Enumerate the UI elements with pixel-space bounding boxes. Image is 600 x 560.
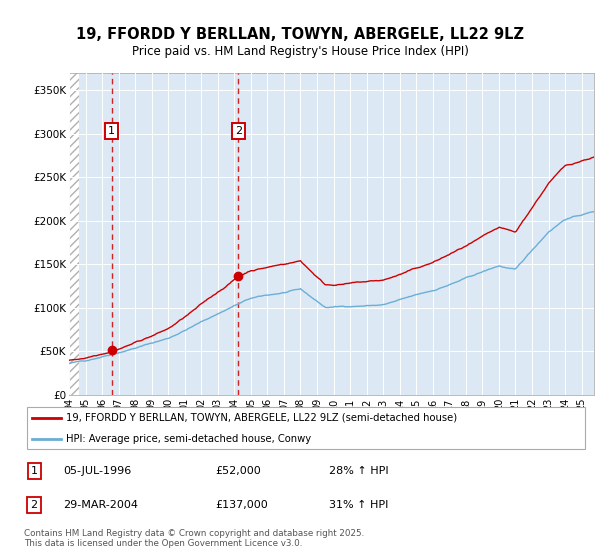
Text: £137,000: £137,000 xyxy=(216,500,269,510)
Text: Price paid vs. HM Land Registry's House Price Index (HPI): Price paid vs. HM Land Registry's House … xyxy=(131,45,469,58)
Text: 1: 1 xyxy=(108,126,115,136)
Text: 28% ↑ HPI: 28% ↑ HPI xyxy=(329,466,388,476)
Text: 29-MAR-2004: 29-MAR-2004 xyxy=(64,500,139,510)
Text: 05-JUL-1996: 05-JUL-1996 xyxy=(64,466,132,476)
Text: This data is licensed under the Open Government Licence v3.0.: This data is licensed under the Open Gov… xyxy=(24,539,302,548)
Text: 19, FFORDD Y BERLLAN, TOWYN, ABERGELE, LL22 9LZ: 19, FFORDD Y BERLLAN, TOWYN, ABERGELE, L… xyxy=(76,27,524,42)
Text: 31% ↑ HPI: 31% ↑ HPI xyxy=(329,500,388,510)
Bar xyxy=(69,73,79,395)
FancyBboxPatch shape xyxy=(27,407,585,449)
Text: HPI: Average price, semi-detached house, Conwy: HPI: Average price, semi-detached house,… xyxy=(66,435,311,444)
Text: 19, FFORDD Y BERLLAN, TOWYN, ABERGELE, LL22 9LZ (semi-detached house): 19, FFORDD Y BERLLAN, TOWYN, ABERGELE, L… xyxy=(66,413,457,423)
Text: 2: 2 xyxy=(31,500,38,510)
Text: £52,000: £52,000 xyxy=(216,466,262,476)
Text: Contains HM Land Registry data © Crown copyright and database right 2025.: Contains HM Land Registry data © Crown c… xyxy=(24,529,364,538)
Text: 2: 2 xyxy=(235,126,242,136)
Text: 1: 1 xyxy=(31,466,38,476)
